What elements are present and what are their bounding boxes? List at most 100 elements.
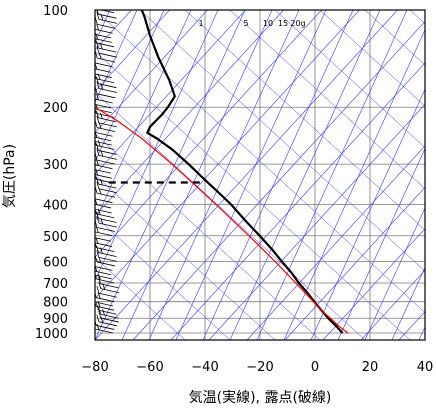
wind-barb-flag	[92, 158, 94, 165]
wind-barb-flag	[95, 62, 96, 63]
wind-barb-flag	[98, 188, 102, 195]
sounding-series	[95, 10, 349, 334]
wind-barb-shaft	[100, 313, 119, 319]
y-tick-label: 1000	[35, 327, 68, 342]
wind-barb-flag	[96, 76, 99, 84]
wind-barb-shaft	[96, 261, 116, 267]
background-line	[95, 10, 398, 340]
wind-barb-flag	[92, 134, 94, 141]
wind-barb-flag	[95, 237, 99, 244]
wind-barb-shaft	[95, 98, 113, 104]
wind-barb	[96, 286, 117, 298]
wind-barb-shaft	[95, 274, 113, 280]
wind-barb	[92, 268, 113, 280]
background-line	[95, 10, 208, 134]
wind-barb-flag	[100, 178, 103, 186]
mixing-ratio-label: 15	[278, 19, 288, 28]
wind-barb-shaft	[97, 127, 116, 133]
wind-barb	[98, 276, 119, 289]
wind-barb-shaft	[100, 317, 119, 323]
wind-barb	[96, 303, 117, 315]
wind-barb-shaft	[95, 305, 115, 311]
wind-barb	[95, 103, 112, 109]
wind-barb-flag	[96, 110, 99, 118]
wind-barb-shaft	[98, 47, 117, 53]
wind-barb	[96, 215, 117, 228]
wind-barb-shaft	[95, 198, 113, 204]
wind-barb-flag	[94, 2, 96, 9]
wind-barb	[95, 33, 112, 43]
wind-barb-shaft	[100, 283, 119, 289]
wind-barb-flag	[96, 323, 100, 331]
wind-barb-flag	[96, 211, 99, 219]
wind-barb-flag	[91, 264, 93, 271]
wind-barb-shaft	[98, 52, 117, 58]
wind-barb	[92, 158, 113, 170]
wind-barb-shaft	[96, 325, 115, 330]
grid	[95, 10, 425, 340]
y-tick-label: 500	[43, 230, 68, 245]
wind-barb-shaft	[96, 192, 116, 198]
wind-barb-flag	[91, 197, 93, 204]
wind-barb-shaft	[98, 122, 117, 128]
background-line	[364, 207, 425, 340]
x-tick-label: −80	[81, 360, 108, 375]
wind-barb-flag	[95, 301, 97, 307]
x-tick-label: 20	[362, 360, 379, 375]
wind-barb-shaft	[99, 10, 115, 14]
wind-barb-flag	[96, 93, 99, 101]
background-line	[95, 10, 192, 222]
y-tick-label: 900	[43, 312, 68, 327]
wind-barb-flag	[92, 192, 94, 199]
wind-barb-shaft	[95, 38, 112, 43]
wind-barb	[92, 67, 112, 79]
wind-barb-shaft	[95, 28, 113, 34]
wind-barb-flag	[92, 67, 94, 74]
background-line	[95, 10, 425, 313]
wind-barb-flag	[95, 169, 99, 176]
wind-barb-shaft	[96, 247, 115, 253]
wind-barb-flag	[92, 167, 94, 174]
background-line	[95, 10, 132, 51]
mixing-ratio-labels: 1 5 10 15 20g	[198, 19, 305, 28]
wind-barb-flag	[96, 159, 99, 166]
wind-barb-shaft	[95, 266, 113, 271]
wind-barb-flag	[93, 92, 95, 99]
wind-barb-flag	[92, 236, 94, 243]
background-line	[95, 10, 284, 217]
y-tick-label: 400	[43, 198, 68, 213]
wind-barb-flag	[100, 14, 104, 21]
y-tick-label: 100	[43, 4, 68, 19]
wind-barb-shaft	[98, 183, 117, 189]
wind-barb-flag	[96, 148, 100, 156]
wind-barb-shaft	[96, 213, 115, 219]
wind-barb-flag	[100, 42, 103, 50]
wind-barb-flag	[100, 150, 104, 157]
background-line	[391, 266, 425, 340]
wind-barb-flag	[92, 268, 94, 275]
background-line	[418, 326, 425, 340]
wind-barb	[92, 134, 112, 146]
wind-barb-flag	[96, 81, 100, 89]
wind-barb-flag	[96, 10, 99, 15]
wind-barb	[95, 208, 112, 214]
wind-barb-flag	[92, 259, 94, 266]
wind-barb	[92, 236, 112, 247]
wind-barb-flag	[97, 140, 101, 147]
background-lines	[95, 10, 425, 340]
wind-barb-flag	[98, 52, 102, 60]
x-tick-label: 40	[417, 360, 434, 375]
wind-barb	[96, 181, 117, 194]
background-line	[95, 92, 366, 340]
wind-barb-shaft	[95, 242, 112, 247]
background-line	[95, 10, 165, 163]
parcel-line	[95, 106, 349, 334]
wind-barb-flag	[91, 27, 93, 34]
wind-barb-shaft	[98, 88, 117, 93]
wind-barb-shaft	[98, 154, 117, 160]
wind-barb-flag	[97, 292, 101, 299]
wind-barb-flag	[98, 307, 101, 315]
wind-barb-flag	[91, 162, 93, 169]
wind-barb	[98, 310, 119, 323]
